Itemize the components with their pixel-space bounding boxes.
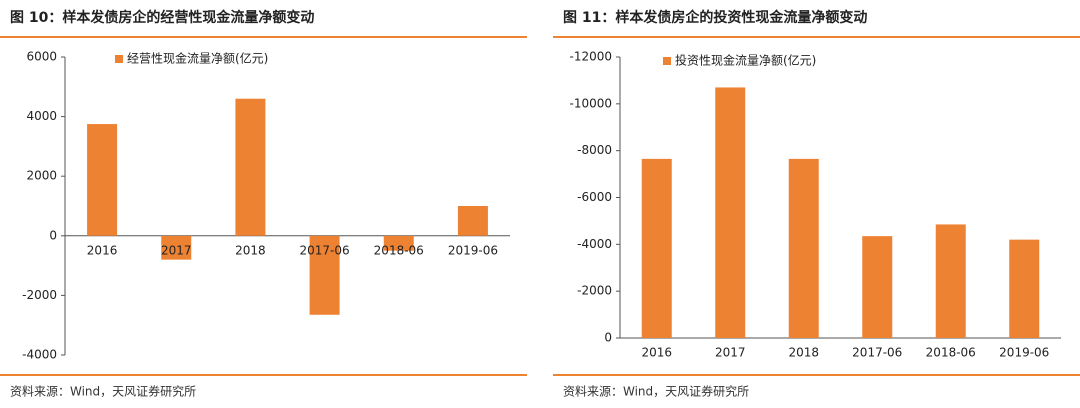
y-tick-label: 4000 bbox=[26, 109, 57, 123]
y-tick-label: 0 bbox=[604, 331, 612, 345]
bar bbox=[457, 206, 488, 236]
bar bbox=[788, 158, 819, 338]
x-tick-label: 2017-06 bbox=[852, 346, 902, 360]
bar bbox=[641, 158, 672, 338]
bar bbox=[235, 98, 266, 236]
legend-label: 经营性现金流量净额(亿元) bbox=[127, 51, 268, 66]
y-tick-label: 0 bbox=[49, 228, 57, 242]
source: 资料来源：Wind，天风证券研究所 bbox=[10, 384, 196, 399]
x-tick-label: 2017 bbox=[715, 346, 746, 360]
source: 资料来源：Wind，天风证券研究所 bbox=[563, 384, 749, 399]
bar bbox=[1009, 239, 1040, 338]
x-tick-label: 2018 bbox=[788, 346, 819, 360]
chart-title: 图 10：样本发债房企的经营性现金流量净额变动 bbox=[10, 9, 314, 26]
legend-swatch bbox=[115, 55, 123, 63]
y-tick-label: -4000 bbox=[577, 237, 612, 251]
x-tick-label: 2019-06 bbox=[999, 346, 1049, 360]
y-tick-label: -6000 bbox=[577, 190, 612, 204]
y-tick-label: -4000 bbox=[22, 348, 57, 362]
bar bbox=[87, 124, 118, 236]
x-tick-label: 2016 bbox=[641, 346, 672, 360]
bar bbox=[715, 87, 746, 338]
x-tick-label: 2017 bbox=[161, 243, 192, 257]
bar bbox=[862, 236, 893, 338]
y-tick-label: -2000 bbox=[22, 288, 57, 302]
y-tick-label: -10000 bbox=[569, 96, 612, 110]
y-tick-label: -2000 bbox=[577, 284, 612, 298]
bar bbox=[161, 235, 192, 260]
x-tick-label: 2018 bbox=[235, 243, 266, 257]
x-tick-label: 2017-06 bbox=[300, 243, 350, 257]
y-tick-label: 2000 bbox=[26, 169, 57, 183]
bar bbox=[383, 235, 414, 251]
legend-swatch bbox=[663, 57, 671, 65]
y-tick-label: -12000 bbox=[569, 50, 612, 64]
x-tick-label: 2016 bbox=[87, 243, 118, 257]
y-tick-label: -8000 bbox=[577, 143, 612, 157]
x-tick-label: 2019-06 bbox=[448, 243, 498, 257]
bar bbox=[935, 224, 966, 338]
y-tick-label: 6000 bbox=[26, 50, 57, 64]
legend-label: 投资性现金流量净额(亿元) bbox=[675, 53, 816, 68]
bar bbox=[309, 235, 340, 315]
chart-title: 图 11：样本发债房企的投资性现金流量净额变动 bbox=[563, 9, 867, 26]
x-tick-label: 2018-06 bbox=[926, 346, 976, 360]
x-tick-label: 2018-06 bbox=[374, 243, 424, 257]
